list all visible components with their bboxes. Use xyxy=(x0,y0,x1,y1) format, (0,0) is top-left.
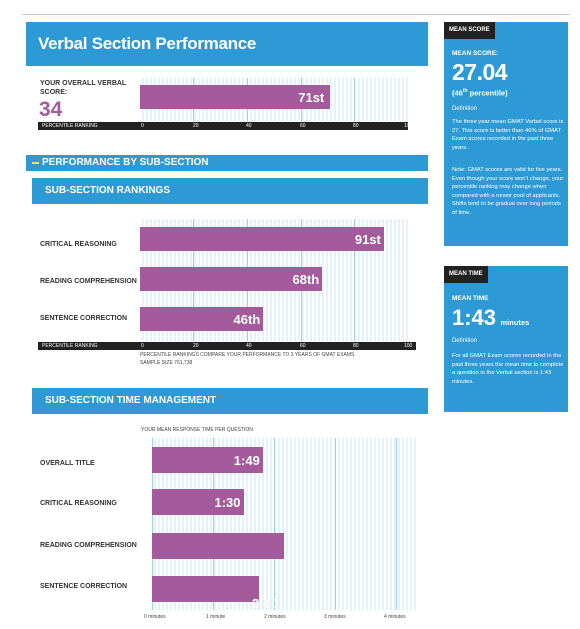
percentile-axis-bottom: PERCENTILE RANKING 0 20 40 60 80 100 xyxy=(38,342,416,350)
axis-tick: 60 xyxy=(300,343,306,349)
accent-dash xyxy=(32,162,39,164)
time-bar xyxy=(152,576,259,602)
ranking-bar-label: 68th xyxy=(292,272,320,287)
percentile-axis-top: PERCENTILE RANKING 0 20 40 60 80 100 xyxy=(38,122,412,130)
time-axis-tick: 2 minutes xyxy=(264,614,286,620)
axis-tick: 80 xyxy=(353,123,359,129)
gridline xyxy=(354,78,355,121)
top-divider xyxy=(22,14,570,15)
overall-label-line1: YOUR OVERALL VERBAL xyxy=(40,80,127,87)
ranking-bar: 68th xyxy=(140,267,323,291)
time-chart: 1:49 1:30 2:10 xyxy=(152,438,416,611)
axis-tick: 40 xyxy=(246,343,252,349)
ranking-row-label: READING COMPREHENSION xyxy=(40,278,137,285)
time-bar: 1:49 xyxy=(152,447,263,473)
gridline xyxy=(354,219,355,341)
mean-time-panel: MEAN TIME MEAN TIME 1:43 minutes Definit… xyxy=(444,266,568,412)
sample-size: SAMPLE SIZE 761,738 xyxy=(140,360,193,366)
time-row-label: CRITICAL REASONING xyxy=(40,500,117,507)
overall-chart: 71st xyxy=(140,78,408,121)
performance-section-title: PERFORMANCE BY SUB-SECTION xyxy=(42,157,209,168)
axis-tick: 60 xyxy=(300,123,306,129)
axis-tick: 80 xyxy=(353,343,359,349)
overall-score-label: YOUR OVERALL VERBAL SCORE: xyxy=(40,79,126,97)
ranking-bar-label: 46th xyxy=(233,312,261,327)
time-row-label: OVERALL TITLE xyxy=(40,460,95,467)
time-bar-label: 1:30 xyxy=(214,495,241,510)
mean-score-def-title: Definition xyxy=(452,106,478,112)
rankings-title: SUB-SECTION RANKINGS xyxy=(45,185,171,196)
performance-section-header: PERFORMANCE BY SUB-SECTION xyxy=(26,155,428,171)
page-title: Verbal Section Performance xyxy=(38,34,257,53)
ranking-row-label: CRITICAL REASONING xyxy=(40,241,117,248)
pct-prefix: (46 xyxy=(452,88,463,98)
axis-title: PERCENTILE RANKING xyxy=(42,343,98,349)
gridline xyxy=(274,438,275,610)
title-banner: Verbal Section Performance xyxy=(26,22,428,66)
time-bar xyxy=(152,533,285,559)
time-bar: 1:30 xyxy=(152,489,244,515)
axis-tick: 0 xyxy=(141,123,144,129)
ranking-bar: 46th xyxy=(140,307,264,331)
gridline xyxy=(396,438,397,610)
time-bar-label: 2:10 xyxy=(252,596,279,611)
mean-time-value: 1:43 xyxy=(452,305,497,330)
mean-score-tag: MEAN SCORE xyxy=(444,22,495,39)
gridline xyxy=(335,438,336,610)
overall-label-line2: SCORE: xyxy=(40,89,68,96)
overall-percentile-bar: 71st xyxy=(140,85,331,109)
ranking-bar-label: 91st xyxy=(354,232,381,247)
rankings-chart: 91st 68th 46th xyxy=(140,219,408,341)
ranking-row-label: SENTENCE CORRECTION xyxy=(40,315,128,322)
time-row-label: READING COMPREHENSION xyxy=(40,542,137,549)
time-axis: 0 minutes 1 minute 2 minutes 3 minutes 4… xyxy=(144,614,424,622)
time-mgmt-subtitle: YOUR MEAN RESPONSE TIME PER QUESTION xyxy=(141,427,253,433)
axis-tick: 100 xyxy=(404,343,413,349)
overall-score-value: 34 xyxy=(39,98,63,121)
time-mgmt-banner: SUB-SECTION TIME MANAGEMENT xyxy=(32,388,428,414)
mean-score-definition: The three year mean GMAT Verbal score is… xyxy=(452,119,564,151)
rankings-note: PERCENTILE RANKINGS COMPARE YOUR PERFORM… xyxy=(140,352,355,358)
mean-score-note: Note: GMAT scores are valid for five yea… xyxy=(452,167,564,216)
time-axis-tick: 0 minutes xyxy=(144,614,166,620)
gridline xyxy=(152,438,153,610)
mean-score-panel: MEAN SCORE MEAN SCORE: 27.04 (46th perce… xyxy=(444,22,568,246)
mean-time-heading: MEAN TIME xyxy=(452,295,489,302)
axis-tick: 100 xyxy=(404,123,413,129)
time-axis-tick: 1 minute xyxy=(206,614,226,620)
overall-percentile-label: 71st xyxy=(298,90,325,105)
rankings-banner: SUB-SECTION RANKINGS xyxy=(32,178,428,204)
mean-time-unit: minutes xyxy=(500,318,530,327)
axis-title: PERCENTILE RANKING xyxy=(42,123,98,129)
time-axis-tick: 4 minutes xyxy=(384,614,406,620)
mean-time-def-title: Definition xyxy=(452,338,478,344)
mean-time-value-row: 1:43 minutes xyxy=(452,305,529,331)
axis-tick: 20 xyxy=(193,123,199,129)
mean-score-heading: MEAN SCORE: xyxy=(452,50,499,57)
axis-tick: 0 xyxy=(141,343,144,349)
ranking-bar: 91st xyxy=(140,227,384,251)
pct-sup: th xyxy=(462,88,468,94)
mean-score-value: 27.04 xyxy=(452,59,508,85)
mean-score-percentile: (46th percentile) xyxy=(452,88,508,98)
time-mgmt-title: SUB-SECTION TIME MANAGEMENT xyxy=(45,395,217,406)
axis-tick: 20 xyxy=(193,343,199,349)
time-axis-tick: 3 minutes xyxy=(324,614,346,620)
time-row-label: SENTENCE CORRECTION xyxy=(40,583,128,590)
time-bar-label: 1:49 xyxy=(233,453,260,468)
axis-tick: 40 xyxy=(246,123,252,129)
mean-time-definition: For all GMAT Exam scores recorded in the… xyxy=(452,353,564,385)
pct-suffix: percentile) xyxy=(467,88,508,98)
gridline xyxy=(213,438,214,610)
mean-time-tag: MEAN TIME xyxy=(444,266,488,283)
